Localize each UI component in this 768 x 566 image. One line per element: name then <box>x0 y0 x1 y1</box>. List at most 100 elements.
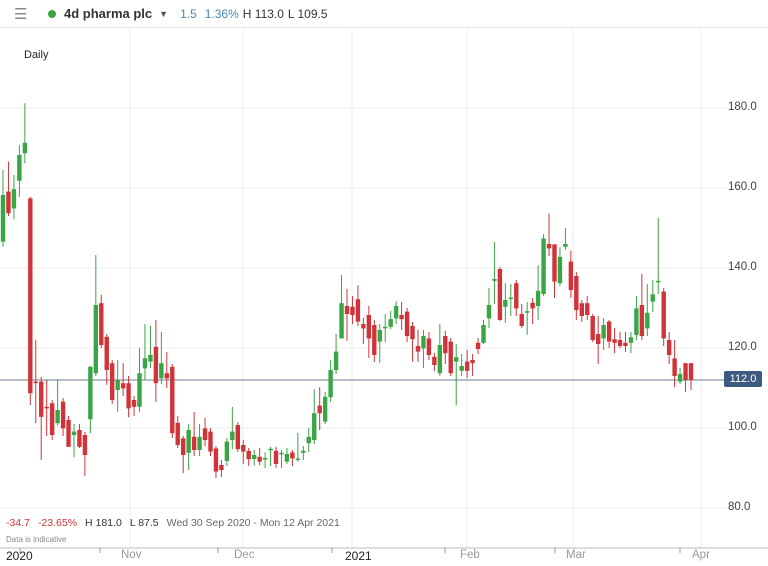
candle-down <box>257 456 262 462</box>
candle-down <box>404 311 410 336</box>
candle-down <box>104 336 109 370</box>
x-tick-label: Nov <box>121 549 142 561</box>
x-tick-label: 2020 <box>6 549 33 563</box>
day-low: L 109.5 <box>287 6 328 21</box>
candle-down <box>82 435 88 455</box>
x-tick-label: Dec <box>234 549 255 561</box>
candle-down <box>361 324 366 329</box>
candle-down <box>448 341 453 374</box>
period-change: -34.7 <box>6 517 30 529</box>
price-change: 1.5 <box>180 6 197 21</box>
candle-down <box>519 314 524 326</box>
candle-up <box>142 358 148 369</box>
candle-up <box>486 305 492 319</box>
candle-up <box>492 279 497 281</box>
chart-interval-label[interactable]: Daily <box>24 49 49 61</box>
chevron-down-icon[interactable]: ▼ <box>159 8 169 19</box>
candle-up <box>656 280 661 283</box>
candle-up <box>22 142 28 154</box>
current-price-tag: 112.0 <box>724 371 762 387</box>
candle-up <box>383 326 388 329</box>
candle-down <box>49 403 55 435</box>
candle-down <box>410 326 415 340</box>
data-disclaimer: Data is indicative <box>6 535 67 544</box>
candle-up <box>388 319 393 327</box>
candle-down <box>399 315 404 320</box>
candle-down <box>153 346 159 384</box>
candle-up <box>262 458 268 460</box>
candle-down <box>595 334 601 344</box>
candle-down <box>514 283 519 309</box>
candle-up <box>421 336 426 349</box>
candle-up <box>251 455 257 459</box>
y-tick-label: 80.0 <box>728 501 751 513</box>
candle-down <box>60 401 66 429</box>
candle-down <box>170 366 175 434</box>
candle-up <box>295 458 301 460</box>
candle-down <box>213 448 219 472</box>
candle-up <box>339 303 344 339</box>
candle-up <box>377 330 382 342</box>
candle-up <box>628 337 634 343</box>
candle-up <box>11 189 17 209</box>
candle-up <box>508 297 514 300</box>
candle-up <box>601 325 606 339</box>
candle-down <box>432 356 437 365</box>
y-tick-label: 160.0 <box>728 181 757 193</box>
candle-down <box>44 406 49 409</box>
candle-down <box>415 346 421 352</box>
candle-down <box>164 373 170 379</box>
candle-up <box>279 452 284 455</box>
period-high: H 181.0 <box>85 517 122 529</box>
candle-up <box>0 195 6 242</box>
candle-up <box>650 294 655 302</box>
candle-down <box>246 450 251 460</box>
candle-down <box>443 336 448 354</box>
candle-down <box>39 381 44 417</box>
candle-down <box>202 428 208 440</box>
candle-up <box>301 450 306 453</box>
candle-down <box>552 244 557 282</box>
candle-down <box>33 381 38 384</box>
candle-up <box>312 413 317 440</box>
period-low: L 87.5 <box>129 517 159 529</box>
candle-up <box>645 312 650 329</box>
y-tick-label: 140.0 <box>728 261 757 273</box>
candle-down <box>77 430 82 447</box>
candle-down <box>131 400 137 407</box>
candle-up <box>634 308 639 335</box>
candle-down <box>99 303 104 345</box>
candle-up <box>71 431 77 435</box>
instrument-name[interactable]: 4d pharma plc <box>64 6 153 21</box>
candle-up <box>93 305 99 374</box>
candle-down <box>317 405 322 414</box>
candle-down <box>683 363 688 380</box>
candle-down <box>585 303 590 315</box>
candle-up <box>197 436 202 450</box>
candle-down <box>497 269 503 320</box>
candle-down <box>344 306 350 314</box>
candle-up <box>677 374 683 382</box>
candle-down <box>191 436 197 450</box>
candle-up <box>563 244 568 247</box>
candle-up <box>88 366 93 420</box>
candle-down <box>546 244 552 249</box>
hamburger-menu-icon[interactable]: ☰ <box>14 5 28 23</box>
x-tick-label: Feb <box>460 549 480 561</box>
candle-down <box>208 431 213 452</box>
y-tick-label: 100.0 <box>728 421 757 433</box>
x-tick-label: 2021 <box>345 549 372 563</box>
candle-up <box>333 351 339 370</box>
candle-up <box>503 300 508 307</box>
y-tick-label: 120.0 <box>728 341 757 353</box>
period-date-range: Wed 30 Sep 2020 - Mon 12 Apr 2021 <box>166 517 340 529</box>
candle-up <box>137 373 142 407</box>
candle-up <box>159 363 164 379</box>
candle-down <box>28 198 33 394</box>
candle-down <box>470 360 475 364</box>
candle-down <box>372 325 377 355</box>
candle-down <box>612 339 617 343</box>
candle-down <box>426 338 432 355</box>
candle-down <box>475 342 481 349</box>
